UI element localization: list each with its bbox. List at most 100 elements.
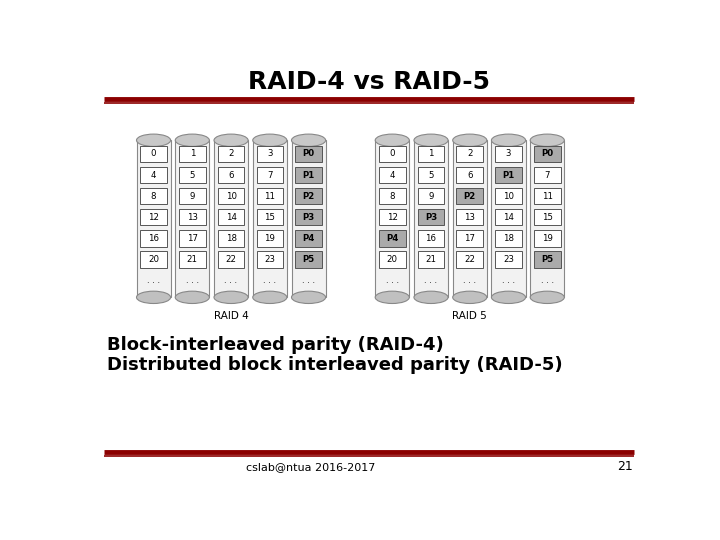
FancyBboxPatch shape xyxy=(217,167,244,183)
FancyBboxPatch shape xyxy=(379,188,405,204)
Text: 15: 15 xyxy=(541,213,553,222)
Bar xyxy=(530,140,564,298)
Ellipse shape xyxy=(137,291,171,303)
Text: 9: 9 xyxy=(189,192,195,201)
Text: 23: 23 xyxy=(503,255,514,264)
FancyBboxPatch shape xyxy=(140,251,167,268)
FancyBboxPatch shape xyxy=(418,188,444,204)
Bar xyxy=(214,140,248,298)
Bar xyxy=(253,140,287,298)
Text: 5: 5 xyxy=(428,171,433,179)
Ellipse shape xyxy=(453,134,487,146)
FancyBboxPatch shape xyxy=(256,167,283,183)
Text: 7: 7 xyxy=(544,171,550,179)
Text: . . .: . . . xyxy=(424,276,438,285)
Text: 21: 21 xyxy=(617,460,632,473)
FancyBboxPatch shape xyxy=(256,188,283,204)
Text: 12: 12 xyxy=(387,213,397,222)
Ellipse shape xyxy=(530,134,564,146)
Ellipse shape xyxy=(214,291,248,303)
Text: P5: P5 xyxy=(302,255,315,264)
FancyBboxPatch shape xyxy=(179,251,206,268)
FancyBboxPatch shape xyxy=(256,251,283,268)
Text: . . .: . . . xyxy=(463,276,477,285)
FancyBboxPatch shape xyxy=(456,188,483,204)
Text: 9: 9 xyxy=(428,192,433,201)
FancyBboxPatch shape xyxy=(418,146,444,162)
FancyBboxPatch shape xyxy=(295,146,322,162)
FancyBboxPatch shape xyxy=(217,188,244,204)
Ellipse shape xyxy=(492,134,526,146)
Ellipse shape xyxy=(414,291,448,303)
FancyBboxPatch shape xyxy=(495,209,522,226)
FancyBboxPatch shape xyxy=(179,146,206,162)
Text: . . .: . . . xyxy=(264,276,276,285)
FancyBboxPatch shape xyxy=(418,230,444,247)
Text: 18: 18 xyxy=(225,234,237,243)
FancyBboxPatch shape xyxy=(140,167,167,183)
Text: . . .: . . . xyxy=(502,276,515,285)
Text: 15: 15 xyxy=(264,213,275,222)
FancyBboxPatch shape xyxy=(217,209,244,226)
FancyBboxPatch shape xyxy=(495,167,522,183)
Text: 0: 0 xyxy=(390,150,395,158)
FancyBboxPatch shape xyxy=(217,146,244,162)
Text: 8: 8 xyxy=(150,192,156,201)
Text: 21: 21 xyxy=(186,255,198,264)
FancyBboxPatch shape xyxy=(256,230,283,247)
FancyBboxPatch shape xyxy=(495,230,522,247)
Text: . . .: . . . xyxy=(147,276,160,285)
FancyBboxPatch shape xyxy=(295,167,322,183)
Text: P4: P4 xyxy=(386,234,398,243)
Text: 23: 23 xyxy=(264,255,275,264)
Text: P0: P0 xyxy=(541,150,553,158)
Text: P2: P2 xyxy=(464,192,476,201)
Ellipse shape xyxy=(137,134,171,146)
Ellipse shape xyxy=(253,291,287,303)
Text: P4: P4 xyxy=(302,234,315,243)
FancyBboxPatch shape xyxy=(217,230,244,247)
Text: 2: 2 xyxy=(467,150,472,158)
FancyBboxPatch shape xyxy=(217,251,244,268)
Bar xyxy=(137,140,171,298)
Text: Block-interleaved parity (RAID-4): Block-interleaved parity (RAID-4) xyxy=(107,336,444,354)
FancyBboxPatch shape xyxy=(379,230,405,247)
FancyBboxPatch shape xyxy=(295,188,322,204)
Text: . . .: . . . xyxy=(541,276,554,285)
Text: Distributed block interleaved parity (RAID-5): Distributed block interleaved parity (RA… xyxy=(107,356,562,374)
Text: 8: 8 xyxy=(390,192,395,201)
Ellipse shape xyxy=(175,291,210,303)
Text: RAID 4: RAID 4 xyxy=(214,311,248,321)
Text: P1: P1 xyxy=(503,171,515,179)
FancyBboxPatch shape xyxy=(456,167,483,183)
FancyBboxPatch shape xyxy=(379,251,405,268)
FancyBboxPatch shape xyxy=(379,209,405,226)
Ellipse shape xyxy=(492,291,526,303)
FancyBboxPatch shape xyxy=(295,209,322,226)
FancyBboxPatch shape xyxy=(534,251,561,268)
Text: . . .: . . . xyxy=(302,276,315,285)
Bar xyxy=(175,140,210,298)
Bar xyxy=(292,140,325,298)
Text: . . .: . . . xyxy=(186,276,199,285)
FancyBboxPatch shape xyxy=(179,209,206,226)
Text: 16: 16 xyxy=(148,234,159,243)
Text: P3: P3 xyxy=(425,213,437,222)
FancyBboxPatch shape xyxy=(495,146,522,162)
Text: P0: P0 xyxy=(302,150,315,158)
Text: . . .: . . . xyxy=(225,276,238,285)
FancyBboxPatch shape xyxy=(456,146,483,162)
Text: 19: 19 xyxy=(542,234,553,243)
FancyBboxPatch shape xyxy=(534,167,561,183)
Text: 7: 7 xyxy=(267,171,273,179)
Text: RAID-4 vs RAID-5: RAID-4 vs RAID-5 xyxy=(248,70,490,94)
Ellipse shape xyxy=(453,291,487,303)
FancyBboxPatch shape xyxy=(534,209,561,226)
FancyBboxPatch shape xyxy=(140,146,167,162)
Ellipse shape xyxy=(375,134,409,146)
FancyBboxPatch shape xyxy=(495,251,522,268)
FancyBboxPatch shape xyxy=(140,230,167,247)
FancyBboxPatch shape xyxy=(534,188,561,204)
Ellipse shape xyxy=(292,134,325,146)
FancyBboxPatch shape xyxy=(418,209,444,226)
